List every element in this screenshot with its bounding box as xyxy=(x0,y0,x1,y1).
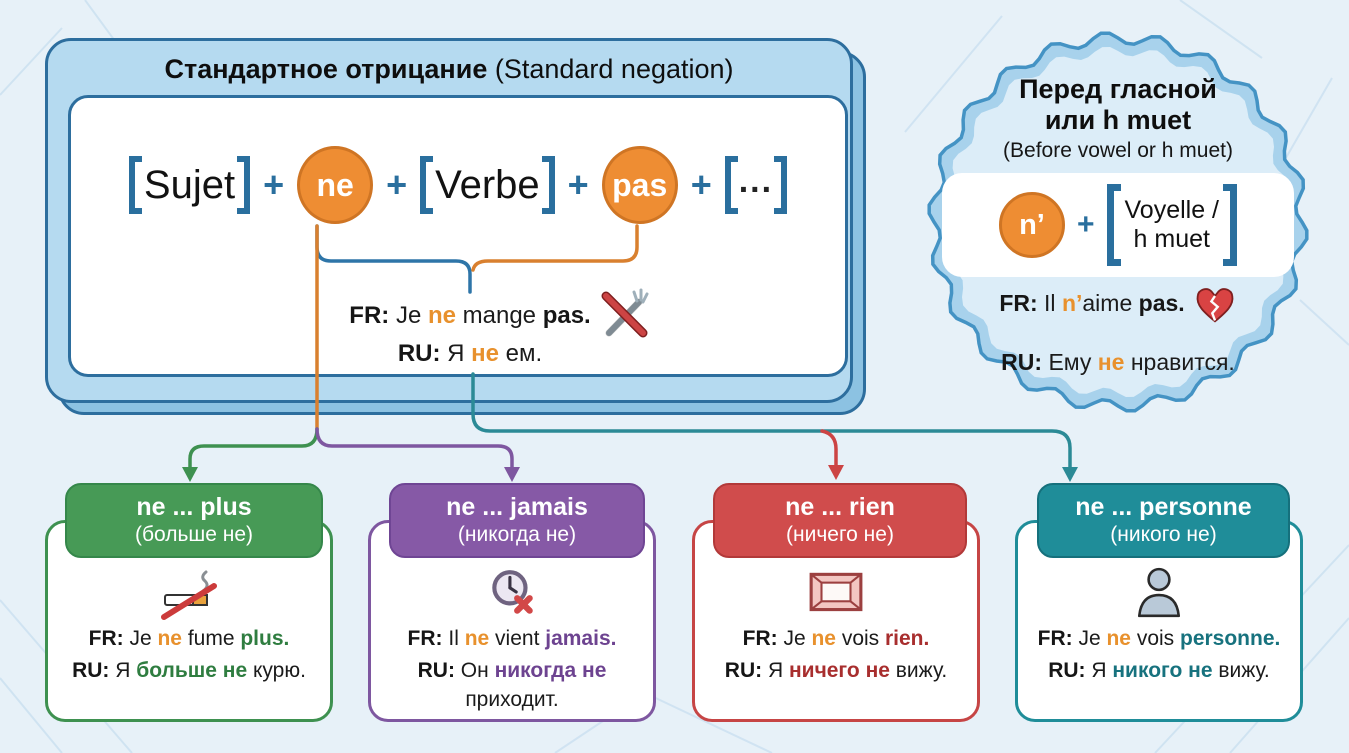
rest-bracket-group: ... xyxy=(724,156,788,214)
open-bracket-icon xyxy=(1106,184,1121,266)
pas-circle: pas xyxy=(601,146,678,224)
main-example: FR: Je ne mange pas. RU: Я не ем. xyxy=(285,288,655,373)
card-header: ne ... jamais (никогда не) xyxy=(389,483,645,558)
card-header: ne ... rien (ничего не) xyxy=(713,483,967,558)
card-title: ne ... jamais xyxy=(446,493,588,521)
green-arrowhead-icon xyxy=(182,467,198,482)
card-ru-line: RU: Я больше не курю. xyxy=(72,659,306,682)
plus-sign: + xyxy=(263,164,285,205)
close-bracket-icon xyxy=(774,156,788,214)
badge-fr-text: FR: Il n’aime pas. xyxy=(999,290,1185,316)
no-smoking-icon xyxy=(48,565,330,621)
card-subtitle: (никого не) xyxy=(1110,523,1217,546)
badge-fr-line: FR: Il n’aime pas. xyxy=(938,285,1298,336)
ne-circle: ne xyxy=(297,146,374,224)
teal-arrowhead-icon xyxy=(1062,467,1078,482)
person-icon xyxy=(1018,565,1300,621)
plus-sign: + xyxy=(690,164,712,205)
broken-heart-icon xyxy=(1193,288,1237,330)
card-subtitle: (ничего не) xyxy=(786,523,894,546)
close-bracket-icon xyxy=(541,156,555,214)
panel-title-rest: (Standard negation) xyxy=(487,54,734,84)
card-fr-line: FR: Je ne fume plus. xyxy=(88,627,290,650)
empty-frame-icon xyxy=(695,565,977,621)
card-subtitle: (больше не) xyxy=(134,523,254,546)
card-header: ne ... personne (никого не) xyxy=(1037,483,1290,558)
bracket-line1: Voyelle / xyxy=(1124,196,1220,224)
red-arrowhead-icon xyxy=(828,465,844,480)
card-title: ne ... plus xyxy=(136,493,252,521)
card-ru-line: RU: Он никогда не приходит. xyxy=(417,659,607,711)
bracket-line2: h muet xyxy=(1133,225,1210,253)
plus-sign: + xyxy=(1076,208,1095,241)
card-fr-line: FR: Je ne vois personne. xyxy=(1037,627,1281,650)
badge-ru-line: RU: Ему не нравится. xyxy=(1001,349,1235,375)
close-bracket-icon xyxy=(237,156,251,214)
n-apostrophe-circle: n’ xyxy=(998,192,1065,258)
panel-title: Стандартное отрицание (Standard negation… xyxy=(45,54,853,85)
card-ru-line: RU: Я ничего не вижу. xyxy=(724,659,948,682)
badge-subtitle: (Before vowel or h muet) xyxy=(1003,139,1233,162)
card-ru-line: RU: Я никого не вижу. xyxy=(1048,659,1270,682)
open-bracket-icon xyxy=(128,156,142,214)
purple-arrowhead-icon xyxy=(504,467,520,482)
clock-crossed-icon xyxy=(371,565,653,621)
badge-formula: n’ + Voyelle / h muet xyxy=(942,173,1294,277)
ellipsis-word: ... xyxy=(738,161,774,200)
open-bracket-icon xyxy=(420,156,434,214)
verb-word: Verbe xyxy=(435,162,540,207)
example-fr-line: FR: Je ne mange pas. xyxy=(349,302,591,329)
verb-bracket-group: Verbe xyxy=(420,156,555,214)
card-fr-line: FR: Il ne vient jamais. xyxy=(407,627,617,650)
vowel-bracket-text: Voyelle / h muet xyxy=(1121,196,1224,254)
card-subtitle: (никогда не) xyxy=(457,523,577,546)
badge-title-line1: Перед гласной xyxy=(1019,74,1217,104)
panel-title-bold: Стандартное отрицание xyxy=(164,54,488,84)
vowel-badge: Перед гласной или h muet (Before vowel o… xyxy=(938,74,1298,381)
card-title: ne ... personne xyxy=(1075,493,1252,521)
open-bracket-icon xyxy=(724,156,738,214)
green-arrow-line xyxy=(188,427,319,471)
purple-arrow-line xyxy=(315,427,514,471)
subject-word: Sujet xyxy=(143,162,236,207)
close-bracket-icon xyxy=(1223,184,1238,266)
vowel-bracket-group: Voyelle / h muet xyxy=(1106,184,1238,266)
red-arrow-line xyxy=(820,429,838,469)
plus-sign: + xyxy=(386,164,408,205)
card-title: ne ... rien xyxy=(785,493,895,521)
card-fr-line: FR: Je ne vois rien. xyxy=(742,627,930,650)
example-ru-line: RU: Я не ем. xyxy=(397,340,543,367)
badge-title-line2: или h muet xyxy=(1044,105,1192,135)
negation-formula: Sujet + ne + Verbe + pas + ... xyxy=(68,138,848,232)
card-header: ne ... plus (больше не) xyxy=(65,483,323,558)
subject-bracket-group: Sujet xyxy=(128,156,251,214)
crossed-fork-knife-icon xyxy=(597,287,653,348)
plus-sign: + xyxy=(567,164,589,205)
